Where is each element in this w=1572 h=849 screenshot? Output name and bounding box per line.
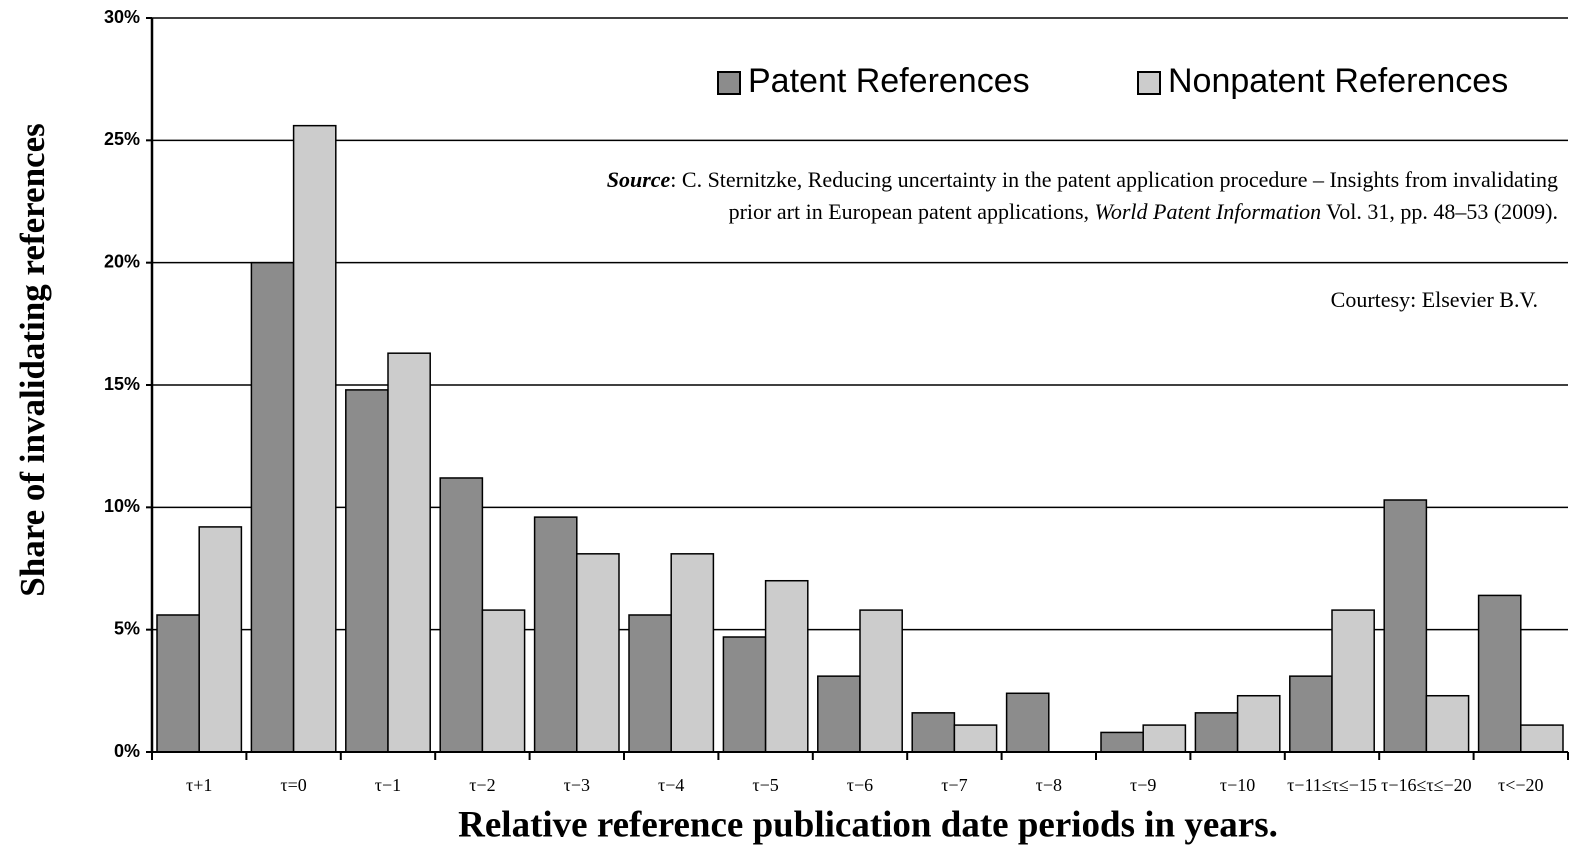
bar [1100,731,1144,753]
bar [670,553,715,753]
bar [533,516,578,753]
bar [628,614,672,753]
y-tick-label: 10% [104,496,140,516]
bar [764,579,809,753]
bar [387,352,431,753]
legend-label: Patent References [748,62,1030,100]
x-tick-label: τ−6 [847,775,873,795]
bar [722,636,767,753]
x-axis-label: Relative reference publication date peri… [458,804,1278,845]
y-axis-label: Share of invalidating references [13,123,52,596]
x-tick-label: τ−7 [941,775,967,795]
y-tick-label: 30% [104,7,140,27]
x-tick-label: τ<−20 [1498,775,1544,795]
x-tick-label: τ+1 [186,775,212,795]
bar [1425,694,1470,753]
legend: Patent References Nonpatent References [717,62,1508,100]
bar [911,712,956,753]
bar [1005,692,1050,753]
y-tick-label: 0% [114,741,140,761]
y-tick-label: 15% [104,374,140,394]
bar [1520,724,1564,753]
bar [953,724,998,753]
x-tick-label: τ−4 [658,775,684,795]
courtesy-note: Courtesy: Elsevier B.V. [1331,287,1538,312]
bar [1383,499,1428,753]
source-lead: Source [607,167,671,192]
legend-label: Nonpatent References [1168,62,1508,100]
x-tick-label: τ−16≤τ≤−20 [1381,775,1472,795]
bar [1289,675,1333,753]
legend-swatch [1137,71,1161,95]
bar [576,553,620,753]
source-note: prior art in European patent application… [729,199,1558,224]
x-tick-label: τ−11≤τ≤−15 [1287,775,1377,795]
x-tick-label: τ−5 [752,775,778,795]
bar [345,389,389,753]
y-tick-label: 20% [104,251,140,271]
bar [1142,724,1187,753]
x-tick-label: τ−2 [469,775,495,795]
x-tick-label: τ−10 [1220,775,1255,795]
source-text: Vol. 31, pp. 48–53 (2009). [1321,199,1558,224]
x-tick-label: τ−1 [375,775,401,795]
bar [250,261,295,753]
plot: 0% 5% 10% 15% 20% 25% 30% τ+1 τ=0 τ−1 τ−2 τ−3 τ−4 τ−5… [104,7,1569,795]
y-tick-label: 5% [114,618,140,638]
y-tick-label: 25% [104,129,140,149]
bar [481,609,526,753]
x-tick-label: τ−9 [1130,775,1156,795]
bar [1236,694,1281,753]
source-note: Source: C. Sternitzke, Reducing uncertai… [607,167,1558,192]
source-text: prior art in European patent application… [729,199,1095,224]
bar [439,477,484,753]
bar [198,526,243,753]
source-journal: World Patent Information [1095,199,1322,224]
bar [156,614,200,753]
legend-swatch [717,71,741,95]
bar [1194,712,1239,753]
x-tick-label: τ=0 [280,775,306,795]
source-text: : C. Sternitzke, Reducing uncertainty in… [670,167,1558,192]
x-tick-label: τ−3 [564,775,590,795]
bar [1331,609,1375,753]
x-tick-label: τ−8 [1036,775,1062,795]
bar [859,609,903,753]
bar [292,124,337,753]
bar [1477,594,1522,753]
bar [817,675,861,753]
